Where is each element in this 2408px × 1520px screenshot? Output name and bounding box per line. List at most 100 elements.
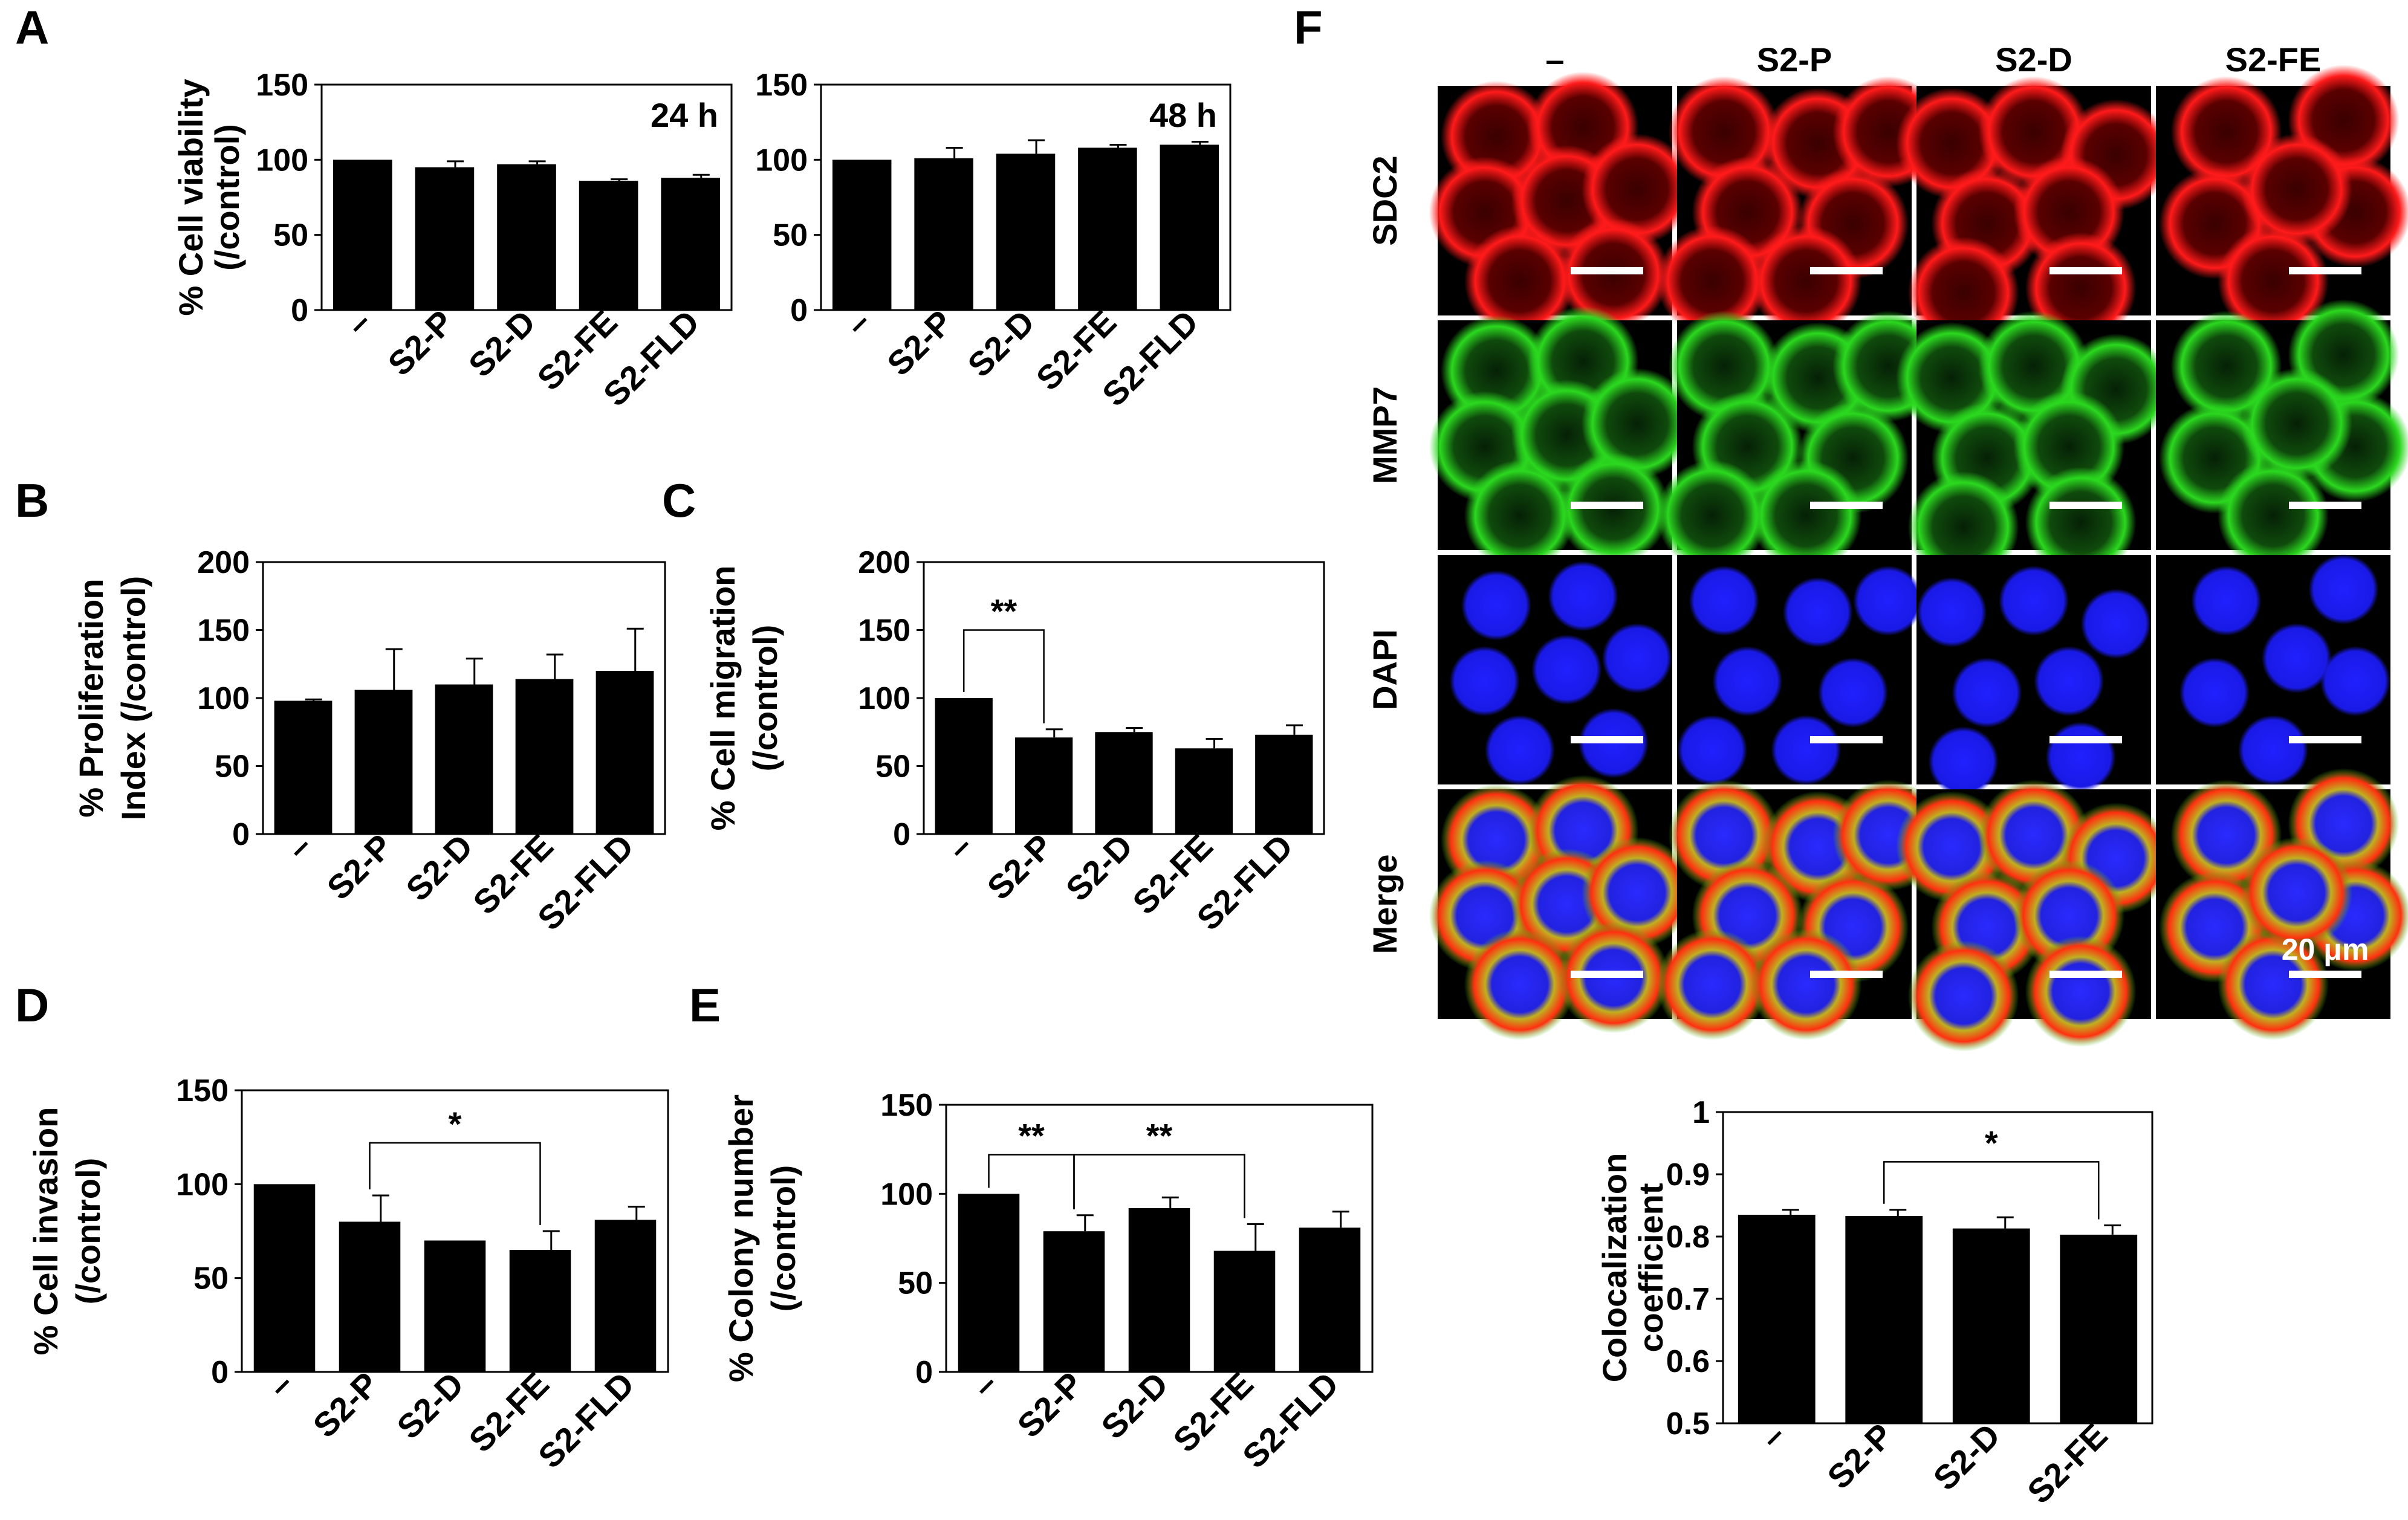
bar: [274, 700, 333, 834]
bar: [1845, 1216, 1923, 1423]
y-axis-label: (/control): [746, 625, 784, 772]
y-tick-label: 100: [197, 681, 250, 716]
scale-bar: [2049, 502, 2122, 509]
scale-bar: [1571, 736, 1643, 743]
cell-shape: [1689, 566, 1759, 636]
y-axis-label: (/control): [764, 1165, 802, 1312]
bar: [333, 160, 392, 310]
cell-shape: [1581, 368, 1693, 479]
category-label: S2-FLD: [1235, 1365, 1346, 1475]
significance-label: **: [991, 592, 1017, 630]
y-tick-label: 150: [858, 613, 910, 648]
y-tick-label: 200: [197, 545, 250, 580]
cell-shape: [1750, 225, 1862, 337]
bar: [2060, 1234, 2138, 1423]
microscopy-column-label: S2-P: [1757, 40, 1832, 79]
category-label: S2-P: [319, 827, 400, 907]
bar: [1160, 144, 1219, 310]
bar: [579, 181, 638, 310]
micrograph-tile: [1896, 76, 2172, 348]
category-label: S2-FE: [2020, 1416, 2115, 1511]
cell-shape: [1602, 623, 1672, 693]
cell-shape: [1548, 561, 1618, 632]
category-label: S2-FLD: [531, 1365, 641, 1475]
micrograph-tile: [1657, 780, 1944, 1040]
y-axis-label: Colocalization: [1595, 1153, 1634, 1383]
cell-shape: [1581, 134, 1693, 245]
micrograph-tile: [1657, 76, 1944, 337]
cell-shape: [2218, 225, 2329, 337]
y-tick-label: 0: [915, 1355, 933, 1390]
y-tick-label: 100: [176, 1167, 229, 1202]
category-label: S2-P: [880, 303, 960, 383]
bar: [935, 698, 993, 834]
y-axis-label: coefficient: [1632, 1183, 1670, 1352]
panel-letter-a: A: [15, 1, 49, 54]
bar: [1043, 1231, 1105, 1372]
y-tick-label: 0.7: [1666, 1282, 1710, 1317]
scale-bar-label: 20 μm: [2282, 933, 2369, 966]
bar: [497, 164, 556, 310]
cell-shape: [1657, 460, 1768, 571]
bar: [1175, 748, 1233, 834]
y-axis-label: % Cell invasion: [27, 1107, 65, 1356]
cell-shape: [2045, 722, 2116, 792]
micrograph-tile: [1916, 555, 2151, 797]
bar: [958, 1194, 1020, 1372]
significance-label: **: [1018, 1117, 1045, 1155]
cell-shape: [2241, 368, 2352, 479]
y-tick-label: 0.9: [1666, 1157, 1710, 1192]
bar: [594, 1220, 657, 1372]
chart-f-colocalization: 0.50.60.70.80.91– S2-P S2-D S2-FEColocaliza…: [1595, 1095, 2153, 1511]
significance-bracket: [1883, 1161, 2100, 1220]
y-tick-label: 50: [875, 749, 910, 784]
cell-shape: [1952, 658, 2022, 728]
y-tick-label: 100: [880, 1177, 933, 1212]
bar: [354, 690, 413, 834]
bar: [1255, 734, 1313, 834]
bar: [415, 167, 475, 310]
cell-shape: [1750, 929, 1862, 1040]
cell-shape: [1999, 566, 2069, 636]
micrograph-tile: [1429, 71, 1693, 337]
bar: [435, 684, 493, 834]
bar: [509, 1250, 571, 1372]
cell-shape: [1782, 577, 1853, 647]
cell-shape: [2034, 646, 2105, 716]
cell-shape: [2241, 837, 2352, 948]
significance-label: *: [449, 1105, 462, 1143]
microscopy-row-label: SDC2: [1366, 155, 1404, 245]
category-label: S2-P: [380, 303, 461, 383]
y-tick-label: 50: [773, 218, 808, 253]
microscopy-column-label: S2-FE: [2225, 40, 2322, 79]
bar: [914, 158, 973, 310]
panel-letter-e: E: [689, 978, 721, 1032]
plot-frame: [1722, 1111, 2153, 1425]
bar: [1299, 1227, 1361, 1372]
cell-shape: [1484, 715, 1555, 785]
cell-shape: [1928, 726, 1999, 797]
y-tick-label: 100: [256, 143, 308, 178]
y-tick-label: 150: [256, 68, 308, 103]
scale-bar: [1810, 267, 1883, 274]
category-label: S2-D: [389, 1365, 471, 1446]
cell-shape: [2241, 134, 2352, 245]
scale-bar: [2289, 971, 2361, 978]
cell-shape: [1657, 929, 1768, 1040]
bar: [1078, 147, 1137, 310]
micrograph-tile: [2156, 554, 2390, 785]
scale-bar: [2289, 736, 2361, 743]
bar: [996, 154, 1056, 311]
microscopy-row-label: Merge: [1366, 855, 1404, 954]
bar: [339, 1221, 401, 1372]
scale-bar: [1810, 736, 1883, 743]
significance-bracket: [369, 1142, 541, 1225]
y-axis-label: % Cell viability: [172, 79, 210, 315]
bar: [1952, 1228, 2030, 1423]
scale-bar: [2049, 736, 2122, 743]
cell-shape: [2191, 566, 2262, 636]
